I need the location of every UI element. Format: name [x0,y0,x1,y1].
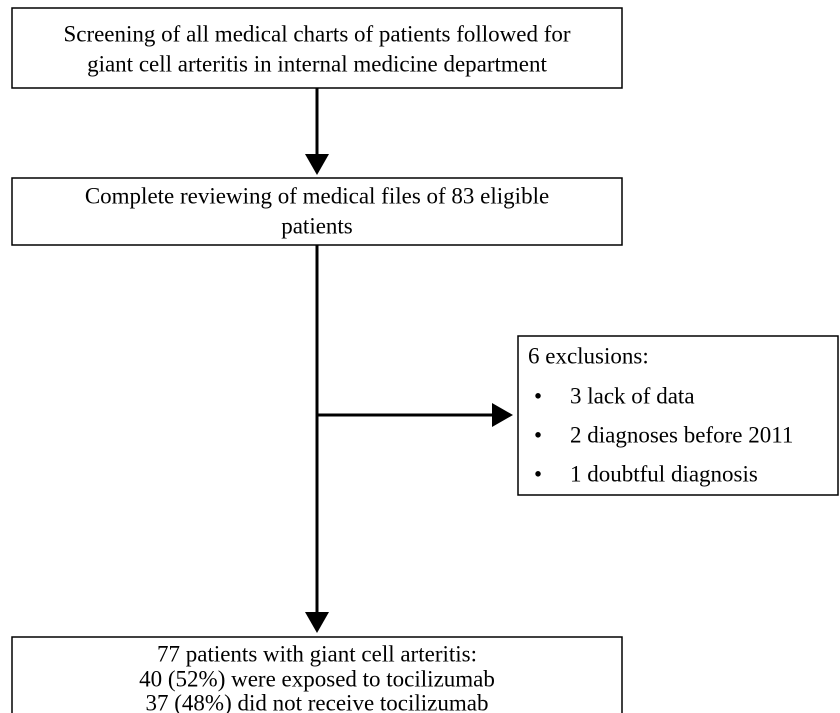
bullet: • [534,383,542,408]
box [11,7,623,89]
exclusion-box [517,335,839,496]
box-text: 37 (48%) did not receive tocilizumab [146,690,489,713]
exclusion-item: 3 lack of data [570,383,695,408]
box [11,177,623,246]
box-text: 77 patients with giant cell arteritis: [157,641,477,666]
box-text: patients [281,213,353,238]
box-text: Screening of all medical charts of patie… [63,21,570,46]
bullet: • [534,422,542,447]
box-text: Complete reviewing of medical files of 8… [85,183,549,208]
bullet: • [534,461,542,486]
box-text: 40 (52%) were exposed to tocilizumab [139,666,495,691]
box [11,636,623,713]
box-text: giant cell arteritis in internal medicin… [87,51,547,76]
exclusion-item: 1 doubtful diagnosis [570,461,758,486]
exclusion-item: 2 diagnoses before 2011 [570,422,793,447]
exclusion-title: 6 exclusions: [528,343,649,368]
